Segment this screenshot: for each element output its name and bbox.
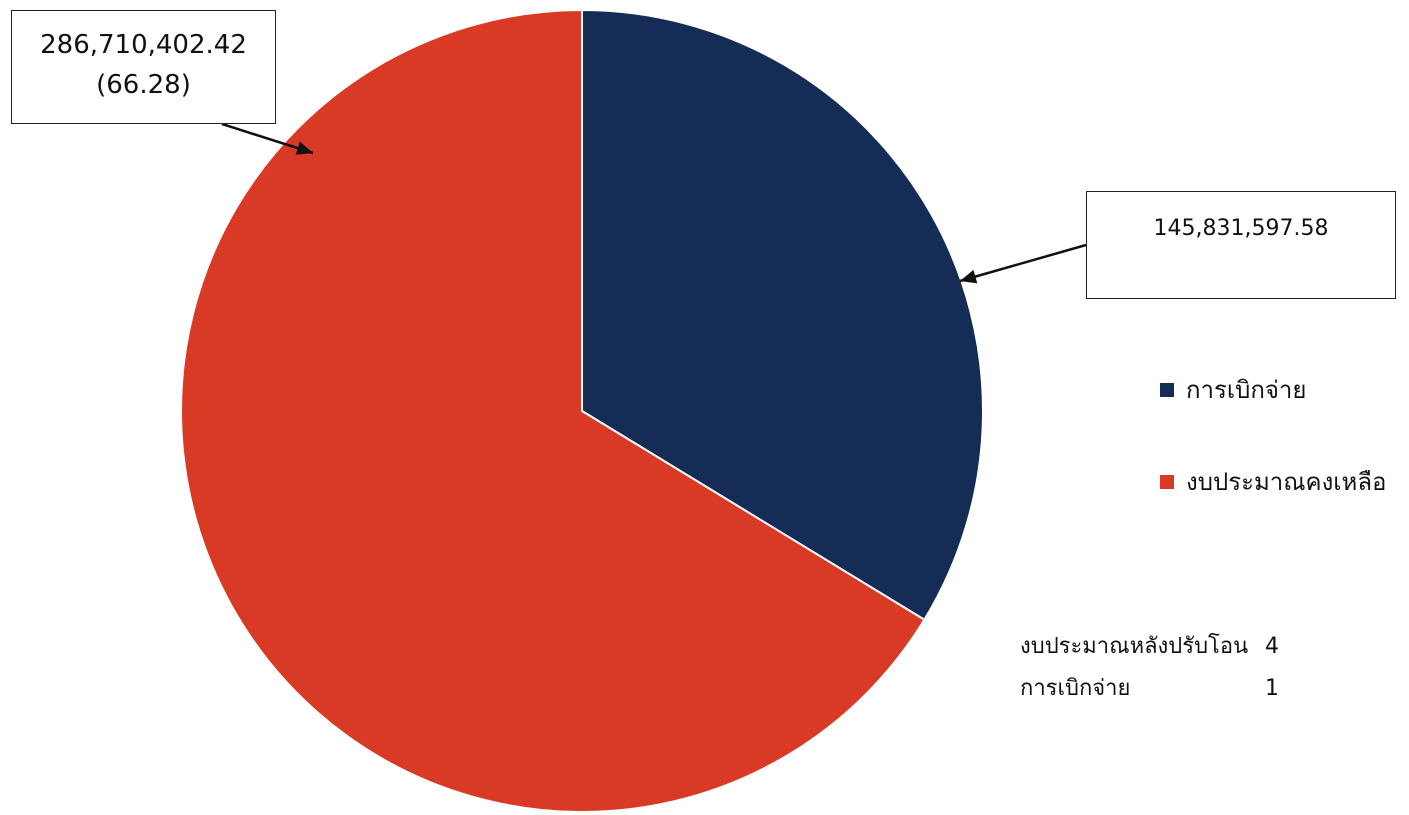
summary-label-disbursed: การเบิกจ่าย <box>1020 676 1131 701</box>
callout-disbursed: 145,831,597.58 <box>1086 191 1396 299</box>
legend-swatch-remaining <box>1160 474 1174 489</box>
legend-label-disbursed: การเบิกจ่าย <box>1186 376 1307 404</box>
callout-arrow-remaining <box>221 122 314 155</box>
callout-arrow-disbursed <box>959 243 1087 284</box>
pie-slices <box>180 8 984 813</box>
legend-item-remaining: งบประมาณคงเหลือ <box>1160 462 1386 501</box>
legend-label-remaining: งบประมาณคงเหลือ <box>1186 468 1387 496</box>
callout-remaining-value: 286,710,402.42 <box>40 30 247 60</box>
pie-slice-disbursed <box>581 8 984 622</box>
callout-remaining-percent: (66.28) <box>96 70 191 100</box>
summary-row-budget: งบประมาณหลังปรับโอน 4 <box>1020 628 1279 663</box>
callout-arrows <box>221 122 1087 284</box>
summary-value-disbursed: 1 <box>1265 676 1279 701</box>
legend-item-disbursed: การเบิกจ่าย <box>1160 370 1306 409</box>
summary-value-budget: 4 <box>1265 634 1279 659</box>
pie-slice-remaining <box>180 8 926 813</box>
callout-disbursed-value: 145,831,597.58 <box>1153 216 1329 241</box>
callout-remaining: 286,710,402.42 (66.28) <box>11 10 276 124</box>
summary-label-budget: งบประมาณหลังปรับโอน <box>1020 634 1249 659</box>
legend-swatch-disbursed <box>1160 382 1174 397</box>
summary-row-disbursed: การเบิกจ่าย 1 <box>1020 670 1279 705</box>
